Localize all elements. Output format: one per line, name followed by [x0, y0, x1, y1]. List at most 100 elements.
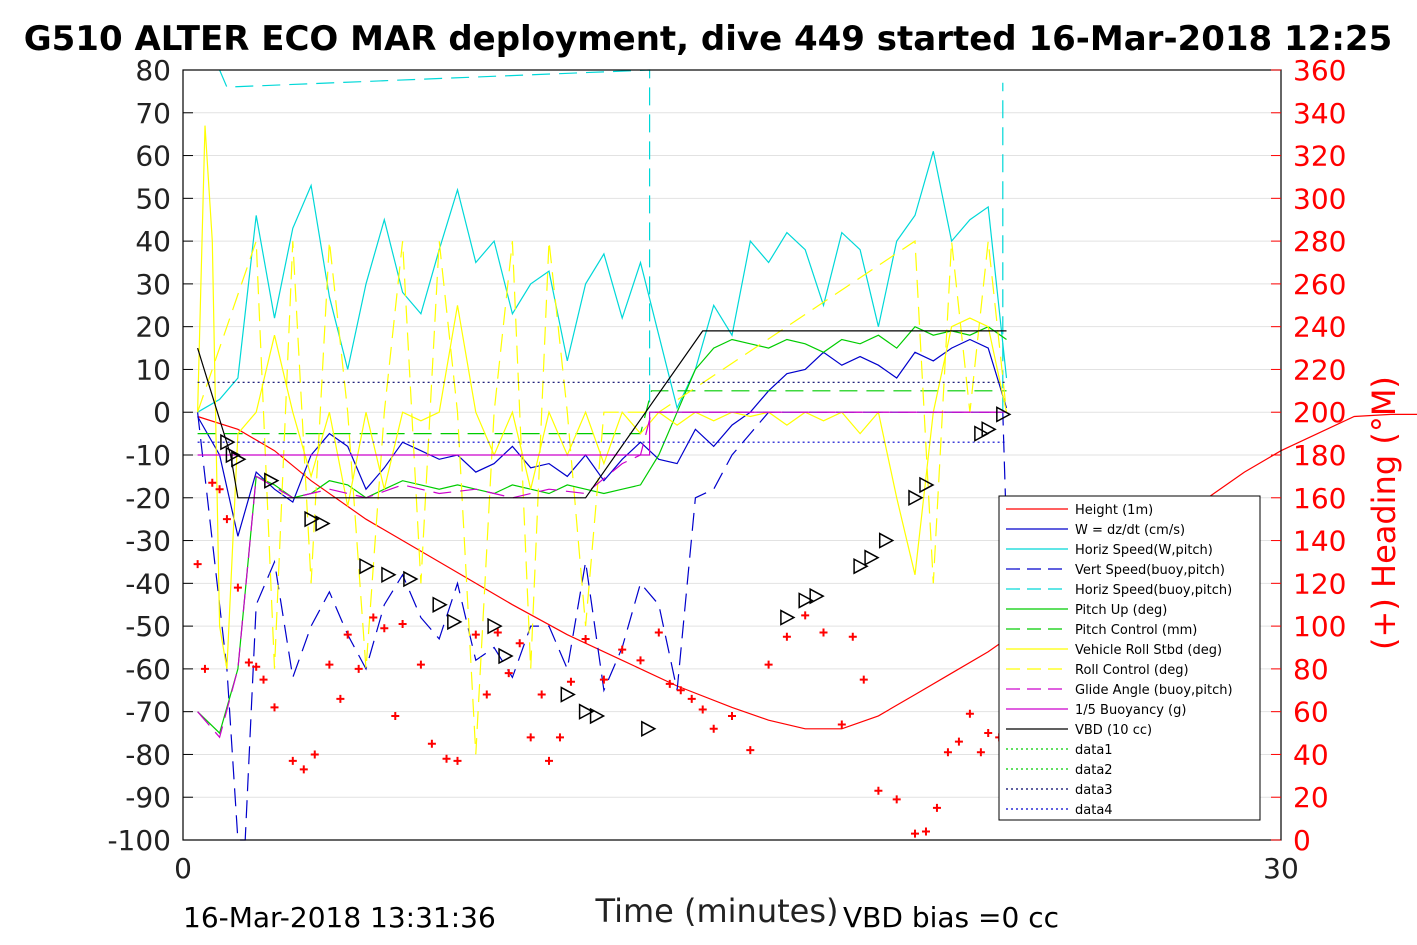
legend-label: data2 [1075, 763, 1113, 778]
heading-point [782, 632, 791, 641]
y-tick-label: -20 [125, 482, 171, 515]
heading-point [233, 583, 242, 592]
series-line-5 [197, 325, 1007, 735]
heading-point [545, 756, 553, 765]
series-line-2 [197, 151, 1008, 413]
heading-point [728, 711, 736, 720]
legend-label: Roll Control (deg) [1075, 663, 1189, 678]
heading-point [976, 748, 985, 757]
y-tick-label: -60 [125, 653, 171, 686]
triangle-marker [359, 557, 375, 575]
heading-point [336, 694, 345, 703]
triangle-marker [578, 703, 595, 720]
heading-point [801, 611, 810, 620]
heading-points [193, 478, 1004, 838]
y-tick-label: 70 [135, 97, 171, 130]
heading-point [746, 746, 755, 755]
heading-point [837, 720, 846, 729]
heading-point [537, 690, 546, 699]
heading-point [391, 711, 400, 720]
triangle-marker [225, 446, 241, 464]
legend-label: data3 [1075, 783, 1113, 798]
heading-point [819, 628, 828, 637]
heading-point [215, 485, 224, 494]
heading-point [310, 750, 319, 759]
y-tick-label: 60 [135, 140, 171, 173]
heading-point [687, 694, 696, 703]
heading-point [848, 632, 857, 641]
heading-point [764, 660, 773, 669]
heading-point [208, 478, 217, 487]
y-right-tick-label: 0 [1293, 824, 1311, 857]
heading-point [222, 515, 231, 524]
triangle-marker [996, 406, 1012, 423]
triangle-marker [981, 421, 997, 438]
y-tick-label: 50 [135, 182, 171, 215]
footer-timestamp: 16-Mar-2018 13:31:36 [183, 901, 496, 934]
legend-label: data4 [1075, 803, 1113, 818]
series-line-6 [197, 390, 1007, 435]
y-right-tick-label: 340 [1293, 97, 1346, 130]
heading-point [288, 756, 297, 765]
triangle-marker [589, 707, 606, 725]
triangle-marker [447, 613, 463, 631]
legend: Height (1m) W = dz/dt (cm/s) Horiz Speed(W… [998, 495, 1261, 821]
heading-point [252, 662, 261, 671]
heading-point [654, 628, 663, 637]
heading-point [343, 630, 352, 639]
y-axis-right-label: (+) Heading (°M) [1365, 376, 1403, 650]
triangle-marker [853, 557, 869, 575]
series-line-9 [197, 411, 1007, 739]
series-line-4 [219, 69, 1004, 413]
heading-point [698, 705, 707, 714]
legend-label: Pitch Control (mm) [1075, 623, 1197, 638]
heading-point [599, 675, 608, 684]
y-axis-left: 80 70 60 50 40 30 20 10 0 -10 -20 -30 -40 -50 -60 -70 -8… [107, 54, 193, 857]
y-axis-right: 3603403203002802602402202001801601401201… [1271, 54, 1346, 857]
heading-point [709, 724, 718, 733]
heading-point [442, 754, 451, 763]
heading-point [244, 658, 253, 667]
heading-point [555, 733, 564, 742]
y-tick-label: -80 [125, 738, 171, 771]
triangle-marker [432, 596, 448, 613]
y-right-tick-label: 140 [1293, 525, 1346, 558]
triangle-marker [315, 515, 331, 532]
legend-label: Horiz Speed(W,pitch) [1075, 543, 1213, 558]
heading-point [493, 628, 502, 637]
heading-point [325, 660, 334, 669]
heading-point [636, 656, 645, 665]
triangle-marker [798, 592, 814, 609]
y-tick-label: -40 [125, 567, 171, 600]
heading-point [676, 686, 685, 695]
heading-point [200, 664, 209, 673]
legend-label: data1 [1075, 743, 1113, 758]
series-line-0 [197, 413, 1417, 730]
heading-point [665, 679, 674, 688]
heading-point [482, 690, 491, 699]
triangle-marker [498, 647, 514, 665]
triangle-marker [864, 549, 880, 566]
x-axis: 0 30 [174, 830, 1299, 885]
heading-point [965, 709, 974, 718]
y-tick-label: 30 [135, 268, 171, 301]
heading-point [427, 739, 436, 748]
y-right-tick-label: 320 [1293, 140, 1346, 173]
triangle-marker [381, 566, 397, 584]
heading-point [526, 733, 535, 742]
heading-point [581, 634, 590, 643]
heading-point [984, 729, 993, 738]
y-right-tick-label: 280 [1293, 225, 1346, 258]
triangle-marker [487, 617, 503, 635]
y-right-tick-label: 260 [1293, 268, 1346, 301]
heading-point [618, 645, 627, 654]
y-tick-label: -90 [125, 781, 171, 814]
legend-label: VBD (10 cc) [1075, 723, 1152, 738]
heading-point [471, 630, 480, 639]
triangle-markers [220, 406, 1012, 738]
heading-point [932, 803, 941, 812]
heading-point [416, 660, 425, 669]
y-tick-label: 0 [153, 396, 171, 429]
heading-point [380, 624, 389, 633]
